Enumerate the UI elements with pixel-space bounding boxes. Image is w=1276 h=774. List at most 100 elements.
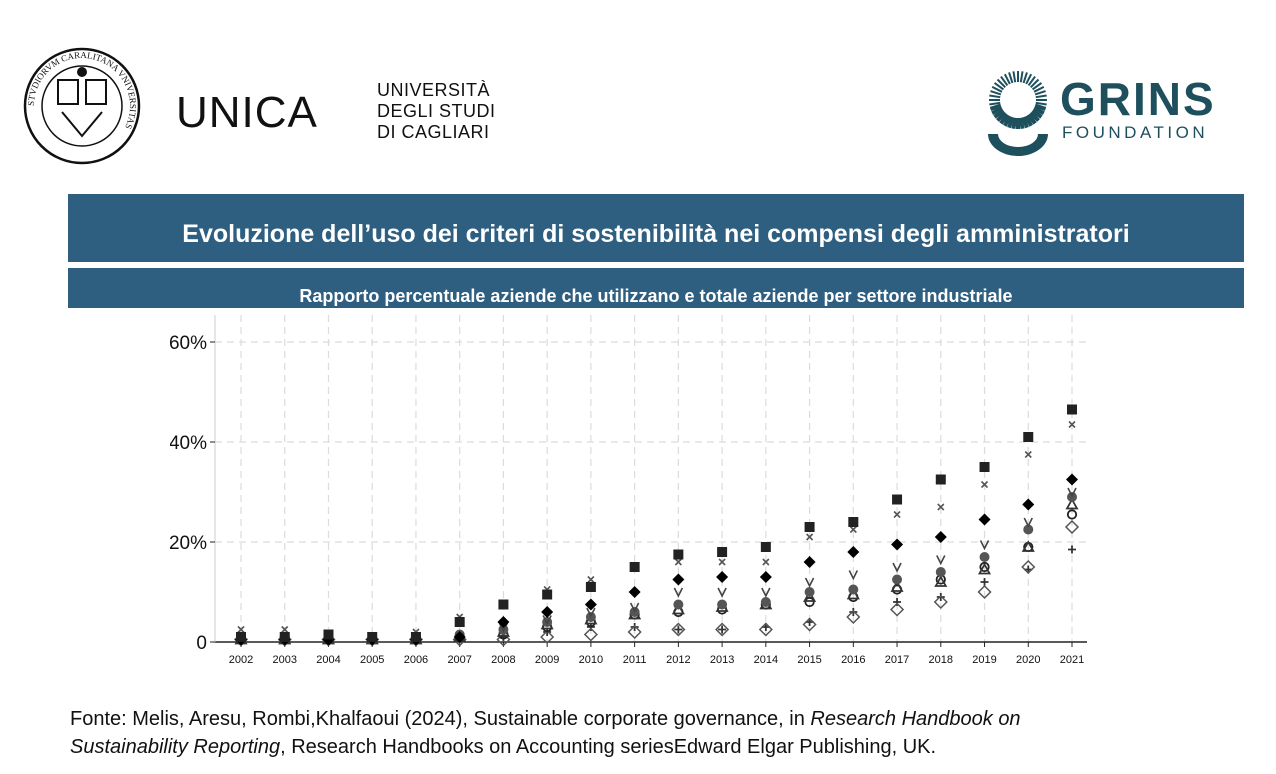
data-point-square <box>848 517 859 527</box>
source-citation: Fonte: Melis, Aresu, Rombi,Khalfaoui (20… <box>70 705 1021 761</box>
y-tick-label: 60% <box>170 333 207 354</box>
data-point-x <box>762 558 770 566</box>
data-point-square <box>454 617 465 627</box>
data-point-x <box>718 558 726 566</box>
data-point-circle <box>848 584 859 595</box>
logo-ray <box>996 111 1007 122</box>
source-text: Fonte: Melis, Aresu, Rombi,Khalfaoui (20… <box>70 708 811 730</box>
logo-ray <box>1031 108 1043 119</box>
data-point-diamond <box>1066 473 1078 486</box>
data-point-open-diamond <box>715 622 730 637</box>
data-point-v <box>1067 487 1077 498</box>
data-point-v <box>542 615 552 626</box>
logo-ray <box>993 108 1005 119</box>
data-point-x <box>587 575 595 584</box>
x-tick-label: 2002 <box>229 654 253 666</box>
data-point-circle <box>760 597 771 607</box>
data-point-square <box>629 562 640 572</box>
data-point-diamond <box>497 616 510 628</box>
data-point-v <box>1023 517 1033 528</box>
data-point-open-diamond <box>933 594 948 610</box>
y-tick-label: 20% <box>170 533 207 554</box>
page-subtitle: Rapporto percentuale aziende che utilizz… <box>68 268 1244 308</box>
data-point-plus <box>1068 545 1076 554</box>
logo-ray <box>1019 71 1024 83</box>
logo-ray <box>1025 73 1033 85</box>
data-point-square <box>1023 432 1034 442</box>
x-tick-label: 2013 <box>710 654 734 666</box>
x-tick-label: 2017 <box>885 654 909 666</box>
x-tick-label: 2020 <box>1016 654 1040 666</box>
logo-ray <box>1035 94 1047 99</box>
grins-logo-text: GRINS <box>1060 73 1216 125</box>
data-point-diamond <box>978 513 991 526</box>
data-point-diamond <box>803 556 816 568</box>
data-point-open-diamond <box>802 617 817 632</box>
data-point-diamond <box>891 538 904 551</box>
svg-text:STVDIORVM CARALITANA VNIVERSIT: STVDIORVM CARALITANA VNIVERSITAS <box>26 50 138 131</box>
logo-ray <box>1024 115 1033 127</box>
data-point-triangle <box>671 602 685 615</box>
logo-ray <box>1035 101 1047 106</box>
data-point-diamond <box>847 546 860 558</box>
data-point-square <box>542 589 553 600</box>
data-point-square <box>585 582 596 592</box>
x-tick-label: 2009 <box>535 654 559 666</box>
logo-ray <box>1034 103 1047 111</box>
data-point-open-diamond <box>627 624 642 640</box>
logo-ray <box>993 82 1005 91</box>
y-tick-label: 40% <box>170 433 207 454</box>
data-point-circle <box>673 599 684 610</box>
data-point-open-diamond <box>1064 519 1080 535</box>
data-point-x <box>980 480 989 489</box>
data-point-x <box>281 625 289 634</box>
data-point-triangle <box>1021 540 1035 552</box>
x-tick-label: 2015 <box>797 654 821 666</box>
logo-ray <box>1027 75 1036 87</box>
university-seal-logo: STVDIORVM CARALITANA VNIVERSITAS <box>23 47 141 165</box>
scatter-chart: 0 20% 40% 60% 2002 2003 2004 2005 2006 2007 2008 20… <box>170 315 1087 666</box>
data-point-plus <box>674 625 683 634</box>
x-tick-label: 2004 <box>316 654 340 666</box>
source-book-title: Sustainability Reporting <box>70 736 281 758</box>
logo-ray <box>989 101 1001 106</box>
university-line: DI CAGLIARI <box>377 122 490 142</box>
data-point-square <box>367 632 378 642</box>
data-point-square <box>236 632 246 642</box>
page-title: Evoluzione dell’uso dei criteri di soste… <box>68 194 1244 262</box>
data-point-square <box>498 599 509 610</box>
logo-ray <box>990 90 1002 96</box>
data-point-diamond <box>584 598 597 611</box>
x-tick-label: 2005 <box>360 654 384 666</box>
data-point-v <box>761 587 771 598</box>
data-point-circle <box>979 552 990 562</box>
logo-arc <box>988 134 1048 156</box>
logo-ray <box>1033 85 1045 93</box>
data-point-square <box>979 462 990 472</box>
university-line: UNIVERSITÀ <box>377 80 491 100</box>
data-point-x <box>806 533 814 541</box>
logo-ray <box>989 94 1001 99</box>
logo-ray <box>1034 90 1046 96</box>
logo-ray <box>1021 116 1029 129</box>
data-point-square <box>892 494 903 505</box>
logo-ray <box>1018 117 1025 129</box>
data-point-v <box>804 577 815 588</box>
source-text: , Research Handbooks on Accounting serie… <box>280 736 937 758</box>
logo-ray <box>996 78 1006 88</box>
unica-logo: UNICA <box>176 88 318 137</box>
data-point-v <box>979 540 990 551</box>
data-point-triangle <box>977 562 992 575</box>
logo-ray <box>1003 115 1012 127</box>
logo-ray <box>1033 106 1045 115</box>
logo-ray <box>1012 71 1017 83</box>
data-point-diamond <box>628 586 641 598</box>
data-point-triangle <box>890 580 904 592</box>
y-tick-label: 0 <box>196 633 207 654</box>
data-point-circle <box>892 574 903 585</box>
data-point-diamond <box>453 631 466 643</box>
data-point-x <box>237 625 245 634</box>
data-point-square <box>760 542 771 552</box>
grins-logo-subtext: FOUNDATION <box>1062 123 1209 142</box>
data-point-open-diamond <box>889 602 905 617</box>
